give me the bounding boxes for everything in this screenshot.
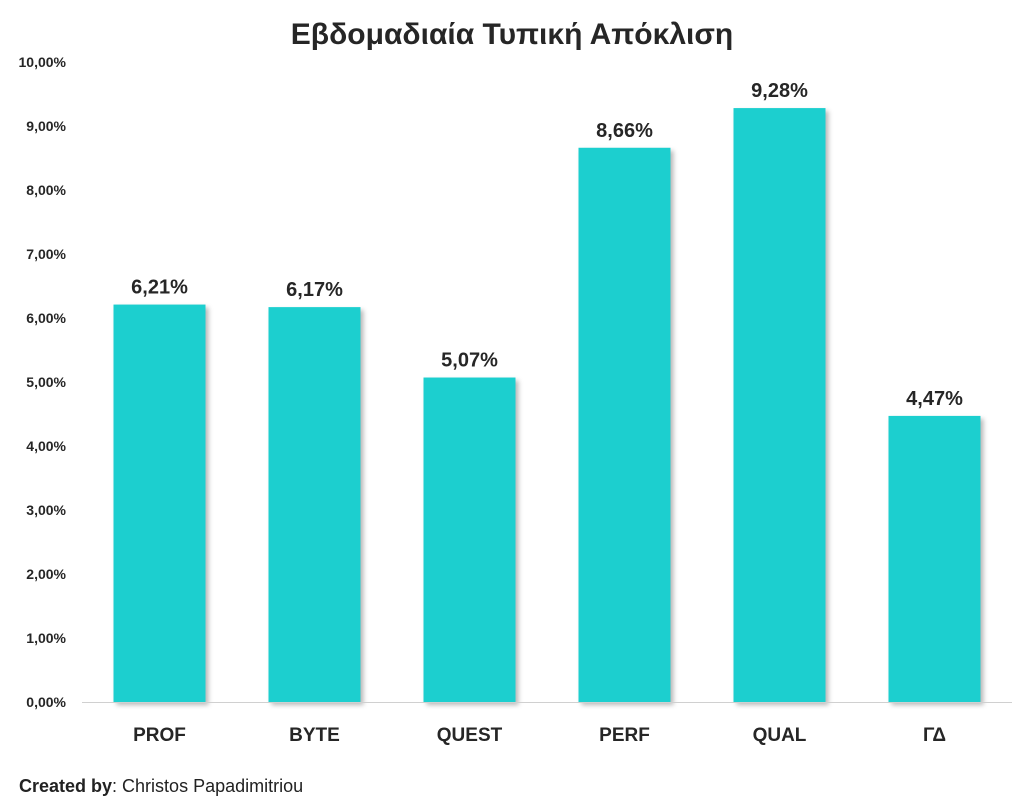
data-label: 6,17% [286, 279, 343, 301]
x-axis: PROF BYTE QUEST PERF QUAL ΓΔ [82, 702, 1012, 746]
y-tick-label: 2,00% [26, 566, 66, 582]
bar-qual [733, 108, 826, 702]
x-tick-label: PROF [133, 725, 186, 746]
data-label: 8,66% [596, 120, 653, 142]
y-tick-label: 4,00% [26, 438, 66, 454]
credit-author: : Christos Papadimitriou [112, 776, 304, 796]
y-tick-label: 9,00% [26, 118, 66, 134]
bar-perf [578, 147, 671, 702]
data-label: 9,28% [751, 80, 808, 102]
y-tick-label: 8,00% [26, 182, 66, 198]
bar-γδ [888, 415, 981, 702]
data-label: 6,21% [131, 277, 188, 299]
x-tick-label: BYTE [289, 725, 340, 746]
chart-title: Εβδομαδιαία Τυπική Απόκλιση [291, 18, 733, 51]
x-tick-label: QUEST [437, 725, 503, 746]
x-tick-label: QUAL [753, 725, 807, 746]
y-axis: 0,00% 1,00% 2,00% 3,00% 4,00% 5,00% 6,00% 7,00%… [19, 54, 67, 710]
credit-line: Created by: Christos Papadimitriou [19, 776, 303, 797]
y-tick-label: 10,00% [19, 54, 67, 70]
bars-group [113, 108, 981, 702]
y-tick-label: 3,00% [26, 502, 66, 518]
bar-quest [423, 377, 516, 702]
y-tick-label: 1,00% [26, 630, 66, 646]
data-label: 4,47% [906, 388, 963, 410]
y-tick-label: 6,00% [26, 310, 66, 326]
data-label: 5,07% [441, 350, 498, 372]
data-labels-group: 6,21% 6,17% 5,07% 8,66% 9,28% 4,47% [131, 80, 963, 410]
bar-prof [113, 304, 206, 702]
y-tick-label: 5,00% [26, 374, 66, 390]
x-tick-label: PERF [599, 725, 650, 746]
x-tick-label: ΓΔ [923, 725, 946, 746]
y-tick-label: 7,00% [26, 246, 66, 262]
credit-lead: Created by [19, 776, 113, 796]
bar-byte [268, 307, 361, 702]
y-tick-label: 0,00% [26, 694, 66, 710]
